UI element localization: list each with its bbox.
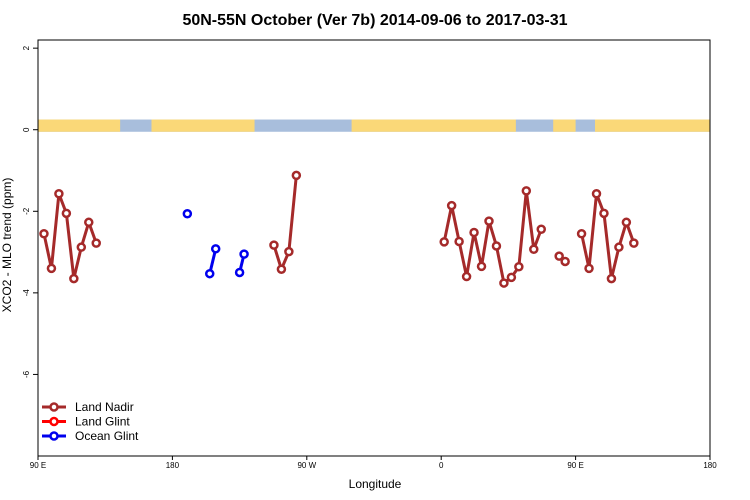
x-axis: 90 E 180 90 W 0 90 E 180 [30, 456, 717, 470]
land-segment [151, 119, 255, 132]
data-point [39, 228, 49, 239]
land-segment [595, 119, 710, 132]
data-point [591, 189, 602, 199]
x-tick-label: 180 [166, 461, 180, 470]
x-tick-label: 90 E [567, 461, 583, 470]
y-tick-label: 2 [22, 45, 31, 50]
land-segment [351, 119, 516, 132]
land-ocean-band [38, 119, 710, 132]
series-line [272, 175, 298, 271]
series-2 [182, 208, 249, 279]
plot-frame [37, 39, 711, 457]
y-tick-label: -6 [22, 370, 31, 378]
chart-title: 50N-55N October (Ver 7b) 2014-09-06 to 2… [182, 12, 567, 29]
data-point [506, 272, 517, 283]
data-point [560, 256, 570, 267]
y-tick-label: 0 [22, 127, 31, 132]
data-point [276, 264, 287, 274]
x-tick-label: 90 W [297, 461, 316, 470]
data-point [291, 170, 302, 181]
data-point [521, 186, 532, 196]
legend-label: Land Glint [75, 415, 130, 429]
data-point [469, 227, 479, 238]
legend-item: Ocean Glint [42, 429, 139, 443]
data-point [84, 217, 94, 228]
legend-swatch-marker [49, 402, 59, 412]
legend-label: Ocean Glint [75, 429, 139, 443]
x-tick-label: 90 E [30, 461, 46, 470]
x-tick-label: 0 [439, 461, 444, 470]
x-tick-label: 180 [703, 461, 717, 470]
y-axis-label: XCO2 - MLO trend (ppm) [0, 178, 14, 313]
data-point [554, 251, 564, 261]
data-point [606, 273, 617, 284]
data-point [599, 208, 609, 219]
legend-item: Land Nadir [42, 400, 134, 414]
land-segment [553, 119, 576, 132]
data-point [491, 241, 502, 251]
data-point [584, 263, 594, 274]
data-point [461, 271, 472, 282]
series-layer [39, 170, 639, 288]
legend-swatch-marker [49, 416, 59, 427]
data-point [614, 242, 624, 252]
data-point [446, 200, 457, 211]
land-segment [38, 119, 121, 132]
data-point [476, 261, 487, 272]
data-point [499, 278, 509, 288]
data-point [439, 237, 449, 247]
legend-item: Land Glint [42, 415, 130, 429]
data-point [210, 244, 221, 254]
series-0 [39, 170, 639, 288]
data-point [621, 217, 632, 228]
data-point [61, 208, 72, 219]
data-point [182, 208, 193, 219]
data-point [514, 262, 524, 272]
data-point [76, 242, 87, 252]
data-point [69, 273, 79, 284]
legend-swatch-marker [49, 431, 59, 441]
data-point [484, 216, 494, 226]
x-axis-label: Longitude [349, 477, 402, 491]
data-point [529, 244, 539, 254]
y-axis: 2 0 -2 -4 -6 [22, 45, 38, 378]
series-line [442, 189, 543, 285]
data-point [629, 238, 639, 248]
data-point [454, 236, 464, 247]
y-tick-label: -2 [22, 207, 31, 215]
data-point [91, 238, 101, 248]
data-point [204, 268, 215, 279]
data-point [576, 228, 587, 239]
data-point [269, 240, 279, 250]
data-point [239, 249, 249, 259]
data-point [234, 267, 245, 278]
legend-label: Land Nadir [75, 400, 134, 414]
data-point [54, 189, 64, 199]
data-point [536, 224, 547, 234]
data-point [46, 263, 57, 274]
y-tick-label: -4 [22, 289, 31, 297]
data-point [284, 246, 294, 257]
